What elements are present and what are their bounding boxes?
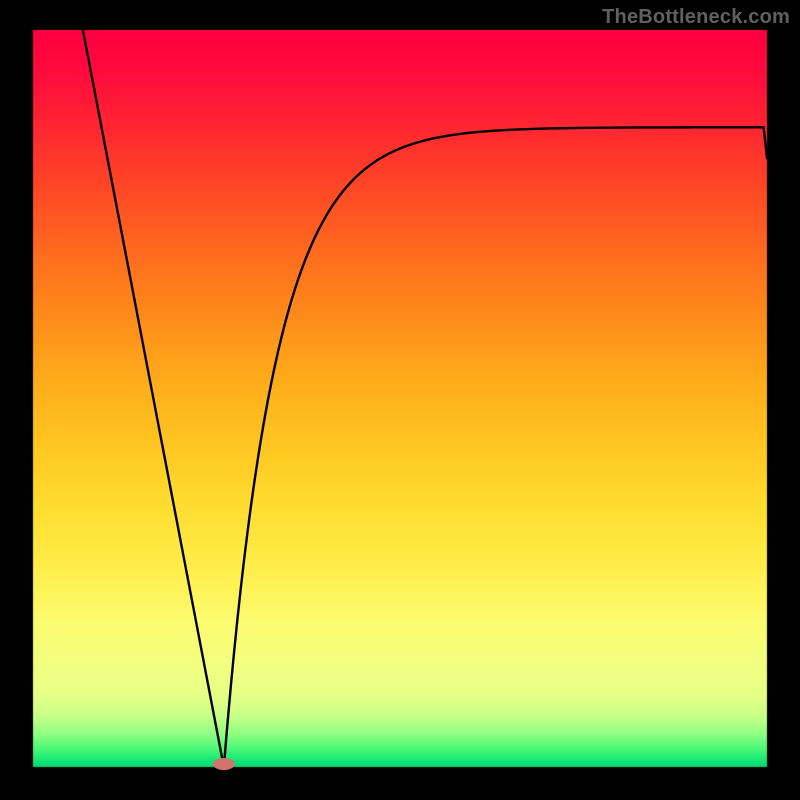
watermark-text: TheBottleneck.com	[602, 6, 790, 29]
gradient-background	[0, 0, 800, 800]
chart-container: TheBottleneck.com	[0, 0, 800, 800]
